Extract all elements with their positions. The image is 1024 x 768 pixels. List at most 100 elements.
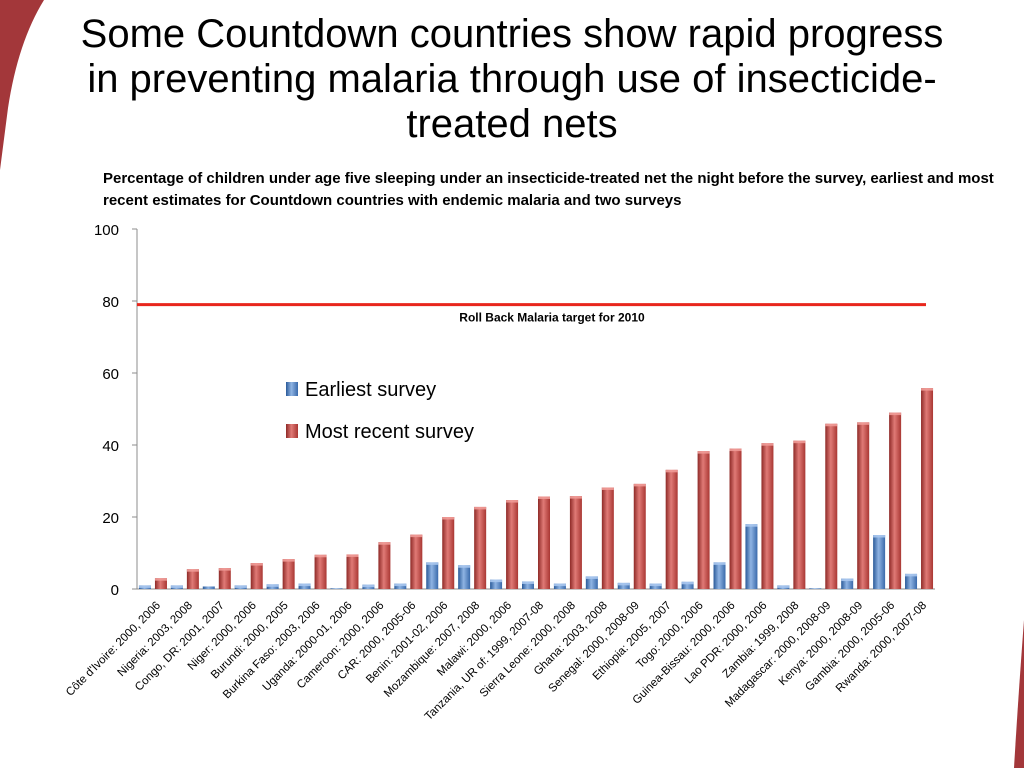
bar-earliest xyxy=(553,583,566,589)
bar-cap xyxy=(665,469,678,473)
bar-most-recent xyxy=(761,443,774,589)
bar-most-recent xyxy=(410,534,423,589)
bar-most-recent xyxy=(793,440,806,589)
bar-earliest xyxy=(426,562,439,589)
bar-cap xyxy=(841,578,854,582)
chart-subtitle: Percentage of children under age five sl… xyxy=(103,170,994,209)
bar-earliest xyxy=(585,576,598,589)
bar-cap xyxy=(745,524,758,527)
bar-most-recent xyxy=(633,483,646,589)
bar-cap xyxy=(378,542,391,545)
bar-most-recent xyxy=(250,563,263,589)
bar-cap xyxy=(298,583,311,587)
bar-cap xyxy=(266,584,279,587)
bar-earliest xyxy=(298,583,311,589)
bar-most-recent xyxy=(921,388,934,589)
bar-most-recent xyxy=(442,517,455,589)
bar-earliest xyxy=(681,581,694,589)
bar-cap xyxy=(649,583,662,587)
bar-cap xyxy=(234,585,247,588)
bar-most-recent xyxy=(697,451,710,589)
legend-label-most-recent: Most recent survey xyxy=(305,421,474,443)
slide-title: Some Countdown countries show rapid prog… xyxy=(80,12,944,146)
bar-cap xyxy=(857,422,870,425)
bar-cap xyxy=(362,584,375,588)
y-tick-label: 100 xyxy=(94,222,119,239)
bar-cap xyxy=(761,443,774,446)
bar-most-recent xyxy=(218,568,231,589)
bar-cap xyxy=(506,500,519,503)
y-tick-label: 60 xyxy=(102,366,119,383)
bar-most-recent xyxy=(601,487,614,589)
y-tick-label: 0 xyxy=(111,582,119,599)
bar-cap xyxy=(617,582,630,586)
bar-cap xyxy=(218,568,231,571)
target-line-label: Roll Back Malaria target for 2010 xyxy=(459,311,645,325)
bar-earliest xyxy=(522,581,534,589)
bar-earliest xyxy=(809,588,822,589)
bar-cap xyxy=(538,496,550,499)
bar-most-recent xyxy=(506,500,519,589)
bar-most-recent xyxy=(378,542,391,589)
bar-cap xyxy=(522,581,534,584)
bar-cap xyxy=(729,448,742,452)
bar-most-recent xyxy=(154,578,167,589)
bar-earliest xyxy=(873,535,886,589)
legend-swatch-most-recent xyxy=(286,424,298,438)
bar-most-recent xyxy=(889,412,902,589)
bar-earliest xyxy=(617,582,630,589)
bar-cap xyxy=(633,483,646,487)
bar-earliest xyxy=(649,583,662,589)
bar-cap xyxy=(585,576,598,579)
bar-cap xyxy=(490,579,503,583)
legend-label-earliest: Earliest survey xyxy=(305,379,436,401)
bar-most-recent xyxy=(282,559,295,589)
bar-most-recent xyxy=(665,469,678,589)
bar-earliest xyxy=(841,578,854,589)
bar-cap xyxy=(394,583,407,587)
bar-cap xyxy=(681,581,694,585)
bar-earliest xyxy=(905,573,918,589)
y-tick-label: 20 xyxy=(102,510,119,527)
bar-most-recent xyxy=(186,569,199,589)
bar-earliest xyxy=(394,583,407,589)
bar-cap xyxy=(601,487,614,490)
bar-cap xyxy=(170,585,183,588)
bar-earliest xyxy=(202,586,215,589)
bar-cap xyxy=(905,573,918,577)
bar-most-recent xyxy=(346,554,359,589)
x-tick-label: Tanzania, UR of: 1999, 2007-08 xyxy=(423,600,546,723)
bar-cap xyxy=(873,535,886,538)
bar-cap xyxy=(154,578,167,581)
bar-most-recent xyxy=(729,448,742,589)
bar-cap xyxy=(186,569,199,572)
bar-cap xyxy=(553,583,566,587)
bar-most-recent xyxy=(569,496,582,589)
bar-cap xyxy=(410,534,423,538)
bar-cap xyxy=(569,496,582,499)
bar-cap xyxy=(250,563,263,566)
bar-cap xyxy=(777,585,790,588)
bar-cap xyxy=(697,451,710,454)
y-tick-label: 80 xyxy=(102,294,119,311)
bar-cap xyxy=(442,517,455,520)
bar-cap xyxy=(138,585,151,588)
bar-cap xyxy=(282,559,295,562)
bar-most-recent xyxy=(538,496,550,589)
bar-earliest xyxy=(330,588,343,589)
bar-cap xyxy=(426,562,439,565)
bar-most-recent xyxy=(825,423,838,589)
bar-cap xyxy=(921,388,934,391)
bar-earliest xyxy=(490,579,503,589)
bar-cap xyxy=(314,554,327,558)
legend-swatch-earliest xyxy=(286,382,298,396)
y-tick-label: 40 xyxy=(102,438,119,455)
bar-earliest xyxy=(458,565,471,589)
bar-cap xyxy=(889,412,902,416)
bar-cap xyxy=(793,440,806,444)
bar-most-recent xyxy=(314,554,327,589)
bar-most-recent xyxy=(857,422,870,589)
bar-earliest xyxy=(713,562,726,589)
bar-earliest xyxy=(745,524,758,589)
